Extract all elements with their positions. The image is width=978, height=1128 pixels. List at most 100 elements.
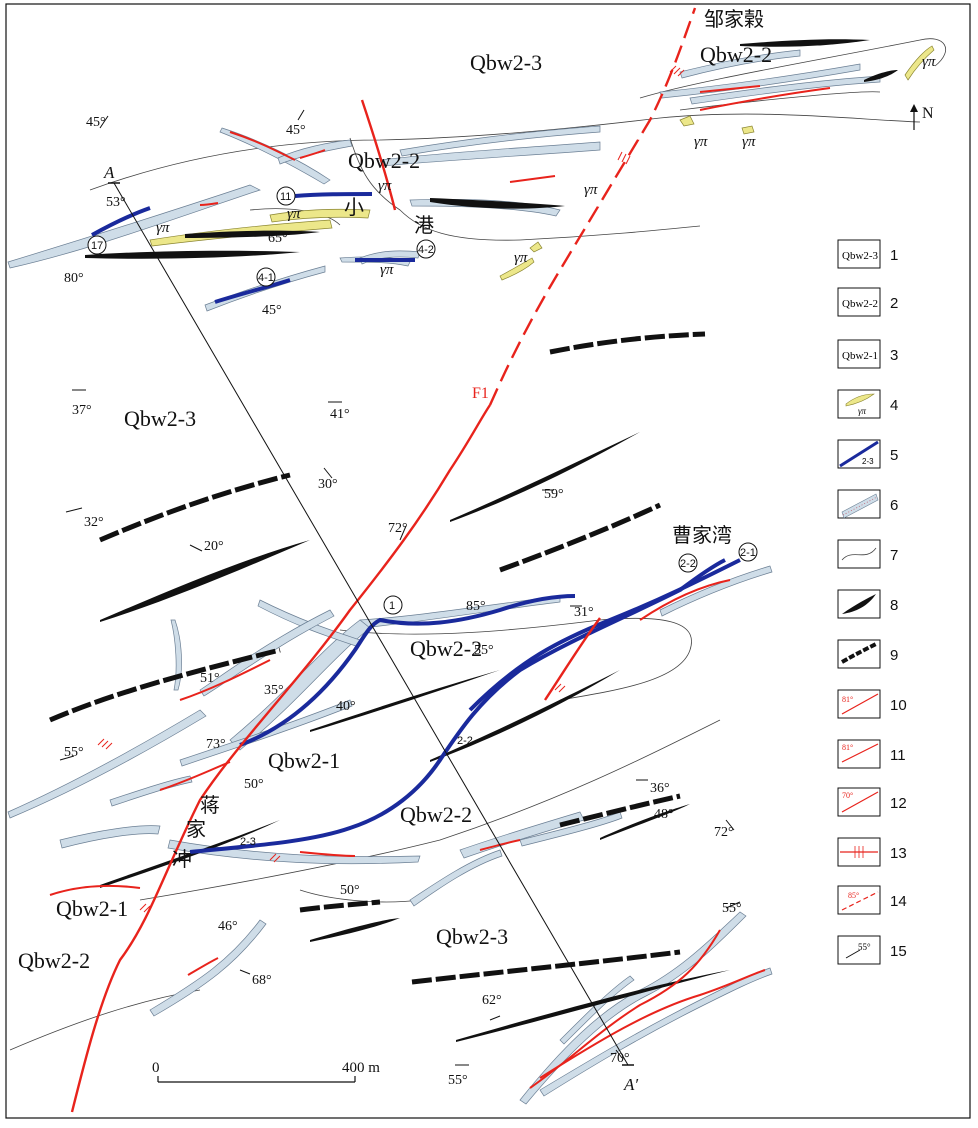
mineralized-veins [49,85,831,1089]
section-start-label: A [103,163,115,182]
legend-symbol: 81° [842,695,853,704]
legend-number: 4 [890,397,898,414]
porphyry-label: γπ [287,206,301,222]
north-arrow: N [910,104,934,130]
dip-label: 55° [722,901,742,916]
orebody-number: 2-1 [740,547,756,559]
dip-label: 59° [544,487,564,502]
legend-symbol: 85° [848,891,859,900]
dip-label: 73° [206,737,226,752]
dip-label: 36° [650,781,670,796]
dip-label: 53° [106,195,126,210]
dip-label: 45° [262,303,282,318]
porphyry-label: γπ [694,134,708,150]
dip-label: 37° [72,403,92,418]
strike-dip-symbols [59,109,741,1066]
legend-number: 9 [890,647,898,664]
porphyry-label: γπ [380,262,394,278]
dip-label: 40° [336,699,356,714]
porphyry-label: γπ [584,182,598,198]
unit-label: Qbw2-1 [268,748,340,773]
legend-number: 14 [890,893,907,910]
place-chong: 冲 [172,847,192,871]
scale-bar: 0 400 m [152,1060,380,1083]
dip-label: 72° [388,521,408,536]
dip-label: 50° [340,883,360,898]
legend-symbol: 2-3 [862,457,874,466]
legend-number: 8 [890,597,898,614]
dip-label: 85° [466,599,486,614]
orebody-number: 4-1 [258,272,274,284]
hatch-marks [97,65,685,913]
place-caojiawan: 曹家湾 [672,523,732,547]
porphyry-label: γπ [378,178,392,194]
dip-label: 48° [654,807,674,822]
scale-zero: 0 [152,1060,160,1076]
place-jia: 家 [186,817,206,841]
legend-symbol: 70° [842,791,853,800]
unit-label: Qbw2-2 [700,42,772,67]
legend-number: 10 [890,697,907,714]
fault-label: F1 [472,385,489,402]
dip-label: 68° [252,973,272,988]
legend-number: 7 [890,547,898,564]
geologic-boundaries [9,38,946,1051]
dip-label: 30° [318,477,338,492]
place-zoujiagu: 邹家榖 [704,7,764,31]
unit-label: Qbw2-2 [400,802,472,827]
dip-label: 45° [286,123,306,138]
fault-f1 [70,7,697,1113]
place-jiang: 蒋 [200,793,220,817]
porphyry-label: γπ [514,250,528,266]
dip-label: 35° [264,683,284,698]
unit-label: Qbw2-3 [470,50,542,75]
black-lenses [85,39,898,1042]
orebody-number: 2-2 [680,558,696,570]
dip-label: 32° [84,515,104,530]
section-line [108,182,634,1066]
orebody-number-markers: 1 2-1 2-2 2-2 2-3 4-1 4-2 11 17 [87,186,758,848]
scale-end: 400 m [342,1060,380,1076]
dip-label: 55° [474,643,494,658]
orebody-number: 1 [389,600,395,612]
legend-number: 13 [890,845,907,862]
dip-label: 31° [574,605,594,620]
dip-label: 65° [268,231,288,246]
legend-number: 6 [890,497,898,514]
legend-symbol: Qbw2-1 [842,350,878,362]
legend-number: 1 [890,247,898,264]
legend-number: 11 [890,747,906,764]
dip-label: 80° [64,271,84,286]
orebodies [91,192,741,854]
dip-label: 55° [448,1073,468,1088]
legend-number: 12 [890,795,907,812]
orebody-number: 11 [280,191,291,203]
legend: Qbw2-3 1 Qbw2-2 2 Qbw2-1 3 γπ 4 2-3 5 6 … [837,239,907,965]
dip-label: 45° [86,115,106,130]
unit-label: Qbw2-3 [124,406,196,431]
dip-label: 72° [714,825,734,840]
porphyry-label: γπ [156,220,170,236]
porphyry-label: γπ [742,134,756,150]
dip-label: 51° [200,671,220,686]
legend-number: 3 [890,347,898,364]
orebody-number: 17 [91,240,103,252]
dip-labels: 45° 45° 53° 80° 65° 45° 37° 41° 32° 30° … [64,115,742,1088]
legend-symbol: 55° [858,942,871,952]
orebody-number: 2-3 [240,836,256,848]
dip-label: 20° [204,539,224,554]
legend-symbol: Qbw2-3 [842,250,879,262]
unit-label: Qbw2-1 [56,896,128,921]
dip-label: 41° [330,407,350,422]
unit-label: Qbw2-2 [18,948,90,973]
legend-number: 2 [890,295,898,312]
dip-label: 46° [218,919,238,934]
porphyry-label: γπ [922,54,936,70]
place-gang: 港 [414,213,434,237]
legend-number: 5 [890,447,898,464]
legend-symbol: Qbw2-2 [842,298,878,310]
legend-symbol: 81° [842,743,853,752]
dip-label: 70° [610,1051,630,1066]
